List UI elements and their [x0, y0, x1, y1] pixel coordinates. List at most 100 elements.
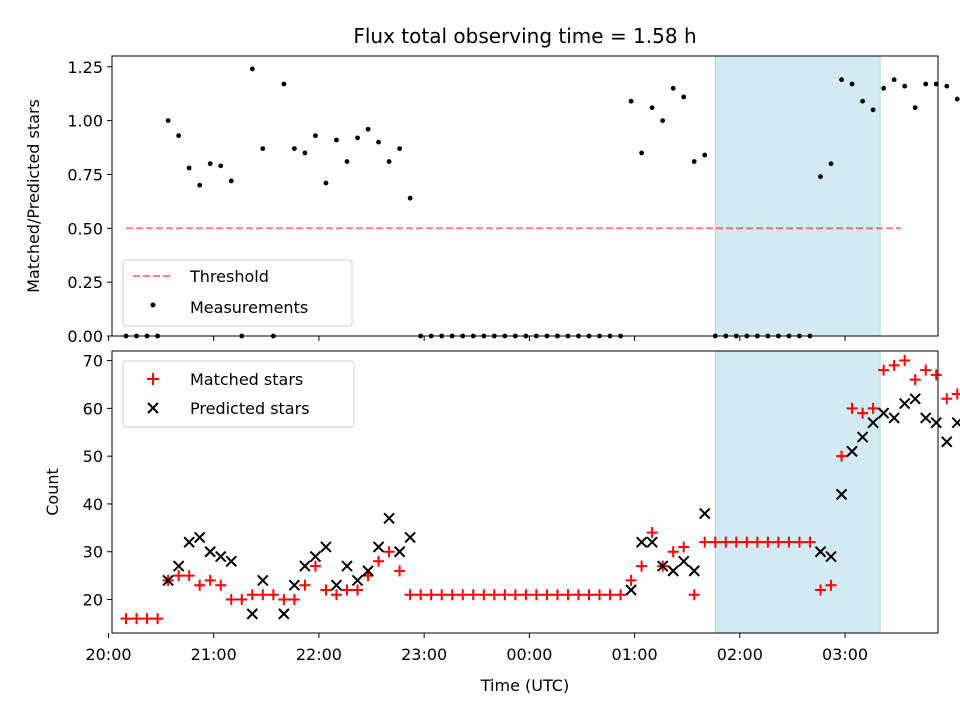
matched-star-point: [478, 589, 490, 601]
top-x-ticks: [107, 336, 846, 341]
matched-star-point: [404, 589, 416, 601]
predicted-star-point: [204, 546, 216, 558]
predicted-star-point: [635, 536, 648, 548]
predicted-star-point: [814, 546, 827, 558]
predicted-star-point: [898, 397, 911, 410]
measurement-point: [954, 96, 960, 102]
predicted-star-point: [941, 436, 953, 448]
matched-star-point: [604, 589, 616, 601]
predicted-star-point: [362, 565, 374, 577]
predicted-star-point: [846, 445, 858, 458]
predicted-star-point: [877, 407, 890, 419]
matched-star-point: [699, 536, 711, 548]
matched-star-point: [120, 613, 132, 625]
matched-star-point: [152, 613, 164, 625]
matched-star-point: [899, 355, 911, 367]
matched-stars-series: [120, 355, 960, 625]
predicted-star-point: [920, 412, 932, 424]
matched-star-point: [825, 579, 837, 591]
matched-star-point: [667, 546, 679, 558]
y-tick-label: 0.00: [67, 327, 103, 346]
measurement-point: [376, 139, 381, 145]
matched-star-point: [425, 589, 437, 601]
legend-measurements-label: Measurements: [190, 298, 308, 317]
matched-star-point: [625, 574, 637, 586]
y-tick-label: 70: [83, 352, 103, 371]
y-tick-label: 0.50: [67, 219, 103, 238]
measurement-point: [691, 159, 697, 164]
predicted-star-point: [825, 550, 837, 563]
y-tick-label: 20: [83, 591, 103, 610]
matched-star-point: [772, 536, 784, 548]
bottom-highlight-span: [714, 350, 881, 634]
matched-star-point: [878, 364, 890, 376]
matched-star-point: [709, 536, 721, 548]
x-tick-label: 00:00: [506, 645, 552, 664]
matched-star-point: [888, 359, 900, 371]
matched-star-point: [583, 589, 595, 601]
predicted-star-point: [656, 560, 669, 572]
matched-star-point: [467, 589, 479, 601]
matched-star-point: [394, 565, 406, 577]
matched-star-point: [320, 584, 332, 596]
measurement-point: [912, 105, 918, 111]
measurement-point: [197, 182, 203, 188]
predicted-star-point: [835, 488, 848, 501]
legend-matched-swatch: [147, 373, 159, 385]
measurement-point: [860, 98, 865, 104]
legend-matched-label: Matched stars: [190, 370, 303, 389]
matched-star-point: [541, 589, 553, 601]
measurement-point: [923, 81, 929, 87]
matched-star-point: [920, 364, 932, 376]
predicted-star-point: [278, 608, 290, 620]
matched-star-point: [678, 541, 690, 553]
predicted-star-point: [646, 536, 658, 548]
chart-title: Flux total observing time = 1.58 h: [353, 24, 696, 48]
matched-star-point: [215, 579, 227, 591]
measurement-point: [944, 83, 950, 89]
measurement-point: [818, 174, 823, 180]
bottom-panel: 20 30 40 50 60 70 20:00 21:00 22:00 23:00 00:00 01…: [43, 350, 960, 695]
predicted-star-point: [172, 560, 185, 572]
x-tick-label: 21:00: [191, 645, 237, 664]
matched-star-point: [309, 560, 321, 572]
matched-star-point: [562, 589, 574, 601]
measurement-point: [365, 126, 371, 132]
top-y-ticks: 0.00 0.25 0.50 0.75 1.00 1.25: [67, 58, 112, 346]
measurement-point: [207, 161, 213, 167]
x-tick-label: 03:00: [822, 645, 868, 664]
predicted-star-point: [699, 507, 711, 520]
predicted-star-point: [625, 584, 637, 596]
bottom-legend-frame: [122, 360, 355, 428]
measurement-point: [291, 146, 297, 152]
predicted-star-point: [257, 574, 269, 587]
matched-star-point: [499, 589, 511, 601]
matched-star-point: [951, 388, 960, 400]
measurement-point: [681, 94, 687, 100]
measurement-point: [702, 152, 708, 158]
measurement-point: [386, 159, 392, 164]
measurement-point: [849, 81, 855, 87]
predicted-star-point: [888, 412, 900, 424]
matched-star-point: [278, 594, 290, 606]
matched-star-point: [688, 589, 700, 601]
top-highlight-span: [714, 55, 881, 337]
predicted-star-point: [856, 431, 869, 443]
matched-star-point: [741, 536, 753, 548]
x-axis-label: Time (UTC): [480, 676, 569, 695]
measurement-point: [891, 77, 897, 83]
matched-star-point: [793, 536, 805, 548]
measurement-point: [839, 77, 844, 83]
bottom-y-axis-label: Count: [43, 468, 62, 516]
matched-star-point: [267, 589, 279, 601]
bottom-legend: Matched stars Predicted stars: [122, 360, 355, 428]
matched-star-point: [646, 527, 658, 539]
matched-star-point: [330, 589, 342, 601]
matched-star-point: [636, 560, 648, 572]
measurement-point: [881, 85, 887, 91]
predicted-star-point: [404, 531, 416, 544]
measurement-point: [828, 161, 834, 167]
y-tick-label: 30: [83, 543, 103, 562]
matched-star-point: [204, 574, 216, 586]
predicted-star-point: [193, 531, 206, 544]
